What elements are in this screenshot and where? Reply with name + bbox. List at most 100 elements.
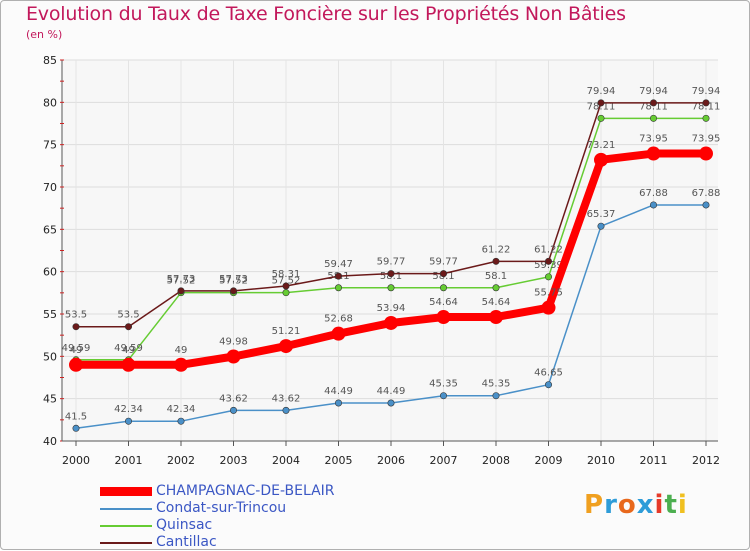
legend-label: CHAMPAGNAC-DE-BELAIR [156,483,335,499]
data-label: 59.47 [324,259,353,270]
data-label: 59.77 [377,257,406,268]
data-label: 54.64 [482,297,511,308]
x-tick-label: 2012 [692,454,720,467]
data-point [649,99,657,107]
y-tick-label: 85 [43,54,57,67]
x-tick-label: 2004 [272,454,300,467]
data-point [72,323,80,331]
logo-letter: r [604,490,618,520]
data-point [125,323,133,331]
data-label: 42.34 [167,404,196,415]
legend-label: Cantillac [156,534,217,550]
data-label: 49.59 [114,343,143,354]
logo-letter: t [664,490,678,520]
data-point [226,349,241,364]
data-point [121,357,136,372]
logo-letter: o [617,490,637,520]
data-point [72,424,80,432]
data-label: 49 [70,345,83,356]
data-label: 67.88 [692,188,721,199]
legend-swatch [100,525,152,527]
data-label: 57.73 [167,274,196,285]
y-tick-label: 65 [43,223,57,236]
data-label: 49.59 [62,343,91,354]
data-point [331,326,346,341]
data-label: 41.5 [65,411,87,422]
data-label: 73.95 [692,134,721,145]
legend-label: Condat-sur-Trincou [156,500,287,516]
data-point [702,201,710,209]
data-label: 53.5 [65,310,87,321]
data-point [702,114,710,122]
data-point [439,284,447,292]
line-chart: 40 45 50 55 60 65 70 75 80 85 2000 2001 2002 2003 2004… [43,54,721,467]
data-point [282,406,290,414]
data-point [649,114,657,122]
data-point [125,417,133,425]
data-point [439,270,447,278]
data-label: 73.95 [639,134,668,145]
data-label: 57.52 [272,276,301,287]
data-point [649,201,657,209]
legend-swatch [100,542,152,544]
data-label: 59.39 [534,260,563,271]
data-label: 49 [122,345,135,356]
legend-swatch [100,508,152,510]
data-point [282,289,290,297]
data-point [230,406,238,414]
data-label: 42.34 [114,404,143,415]
data-label: 43.62 [219,393,248,404]
chart-unit: (en %) [26,28,63,41]
data-label: 57.52 [219,276,248,287]
data-point [544,381,552,389]
y-tick-label: 55 [43,308,57,321]
data-point [439,392,447,400]
data-point [702,99,710,107]
data-point [174,357,188,372]
data-label: 59.77 [429,257,458,268]
y-tick-label: 50 [43,350,57,363]
data-label: 55.75 [534,288,563,299]
data-point [387,399,395,407]
data-point [544,273,552,281]
logo-letter: i [677,490,688,520]
proxiti-logo: Proxiti [584,490,688,520]
x-tick-label: 2005 [325,454,353,467]
data-label: 79.94 [692,86,721,97]
data-point [436,310,451,325]
data-label: 65.37 [587,209,616,220]
data-label: 58.1 [485,271,507,282]
legend-label: Quinsac [156,517,213,533]
data-point [334,284,342,292]
data-point [69,357,83,372]
data-label: 44.49 [324,386,353,397]
legend-swatch [100,487,152,496]
data-point [594,152,608,167]
data-label: 54.64 [429,297,458,308]
y-tick-label: 40 [43,435,57,448]
data-point [489,310,503,325]
data-point [387,284,395,292]
data-label: 49.98 [219,337,248,348]
x-tick-label: 2006 [377,454,405,467]
chart-title: Evolution du Taux de Taxe Foncière sur l… [26,3,626,25]
data-label: 45.35 [482,379,511,390]
x-tick-label: 2009 [535,454,563,467]
data-label: 43.62 [272,393,301,404]
y-tick-label: 80 [43,96,57,109]
data-point [597,114,605,122]
data-point [334,399,342,407]
data-point [177,417,185,425]
x-tick-label: 2011 [640,454,668,467]
data-label: 61.22 [482,244,511,255]
data-point [492,257,500,265]
data-label: 79.94 [639,86,668,97]
data-label: 61.22 [534,244,563,255]
data-label: 46.65 [534,368,563,379]
data-point [279,339,293,354]
y-tick-label: 60 [43,266,57,279]
data-point [544,257,552,265]
data-point [492,284,500,292]
logo-letter: P [584,490,605,520]
data-point [541,300,556,315]
